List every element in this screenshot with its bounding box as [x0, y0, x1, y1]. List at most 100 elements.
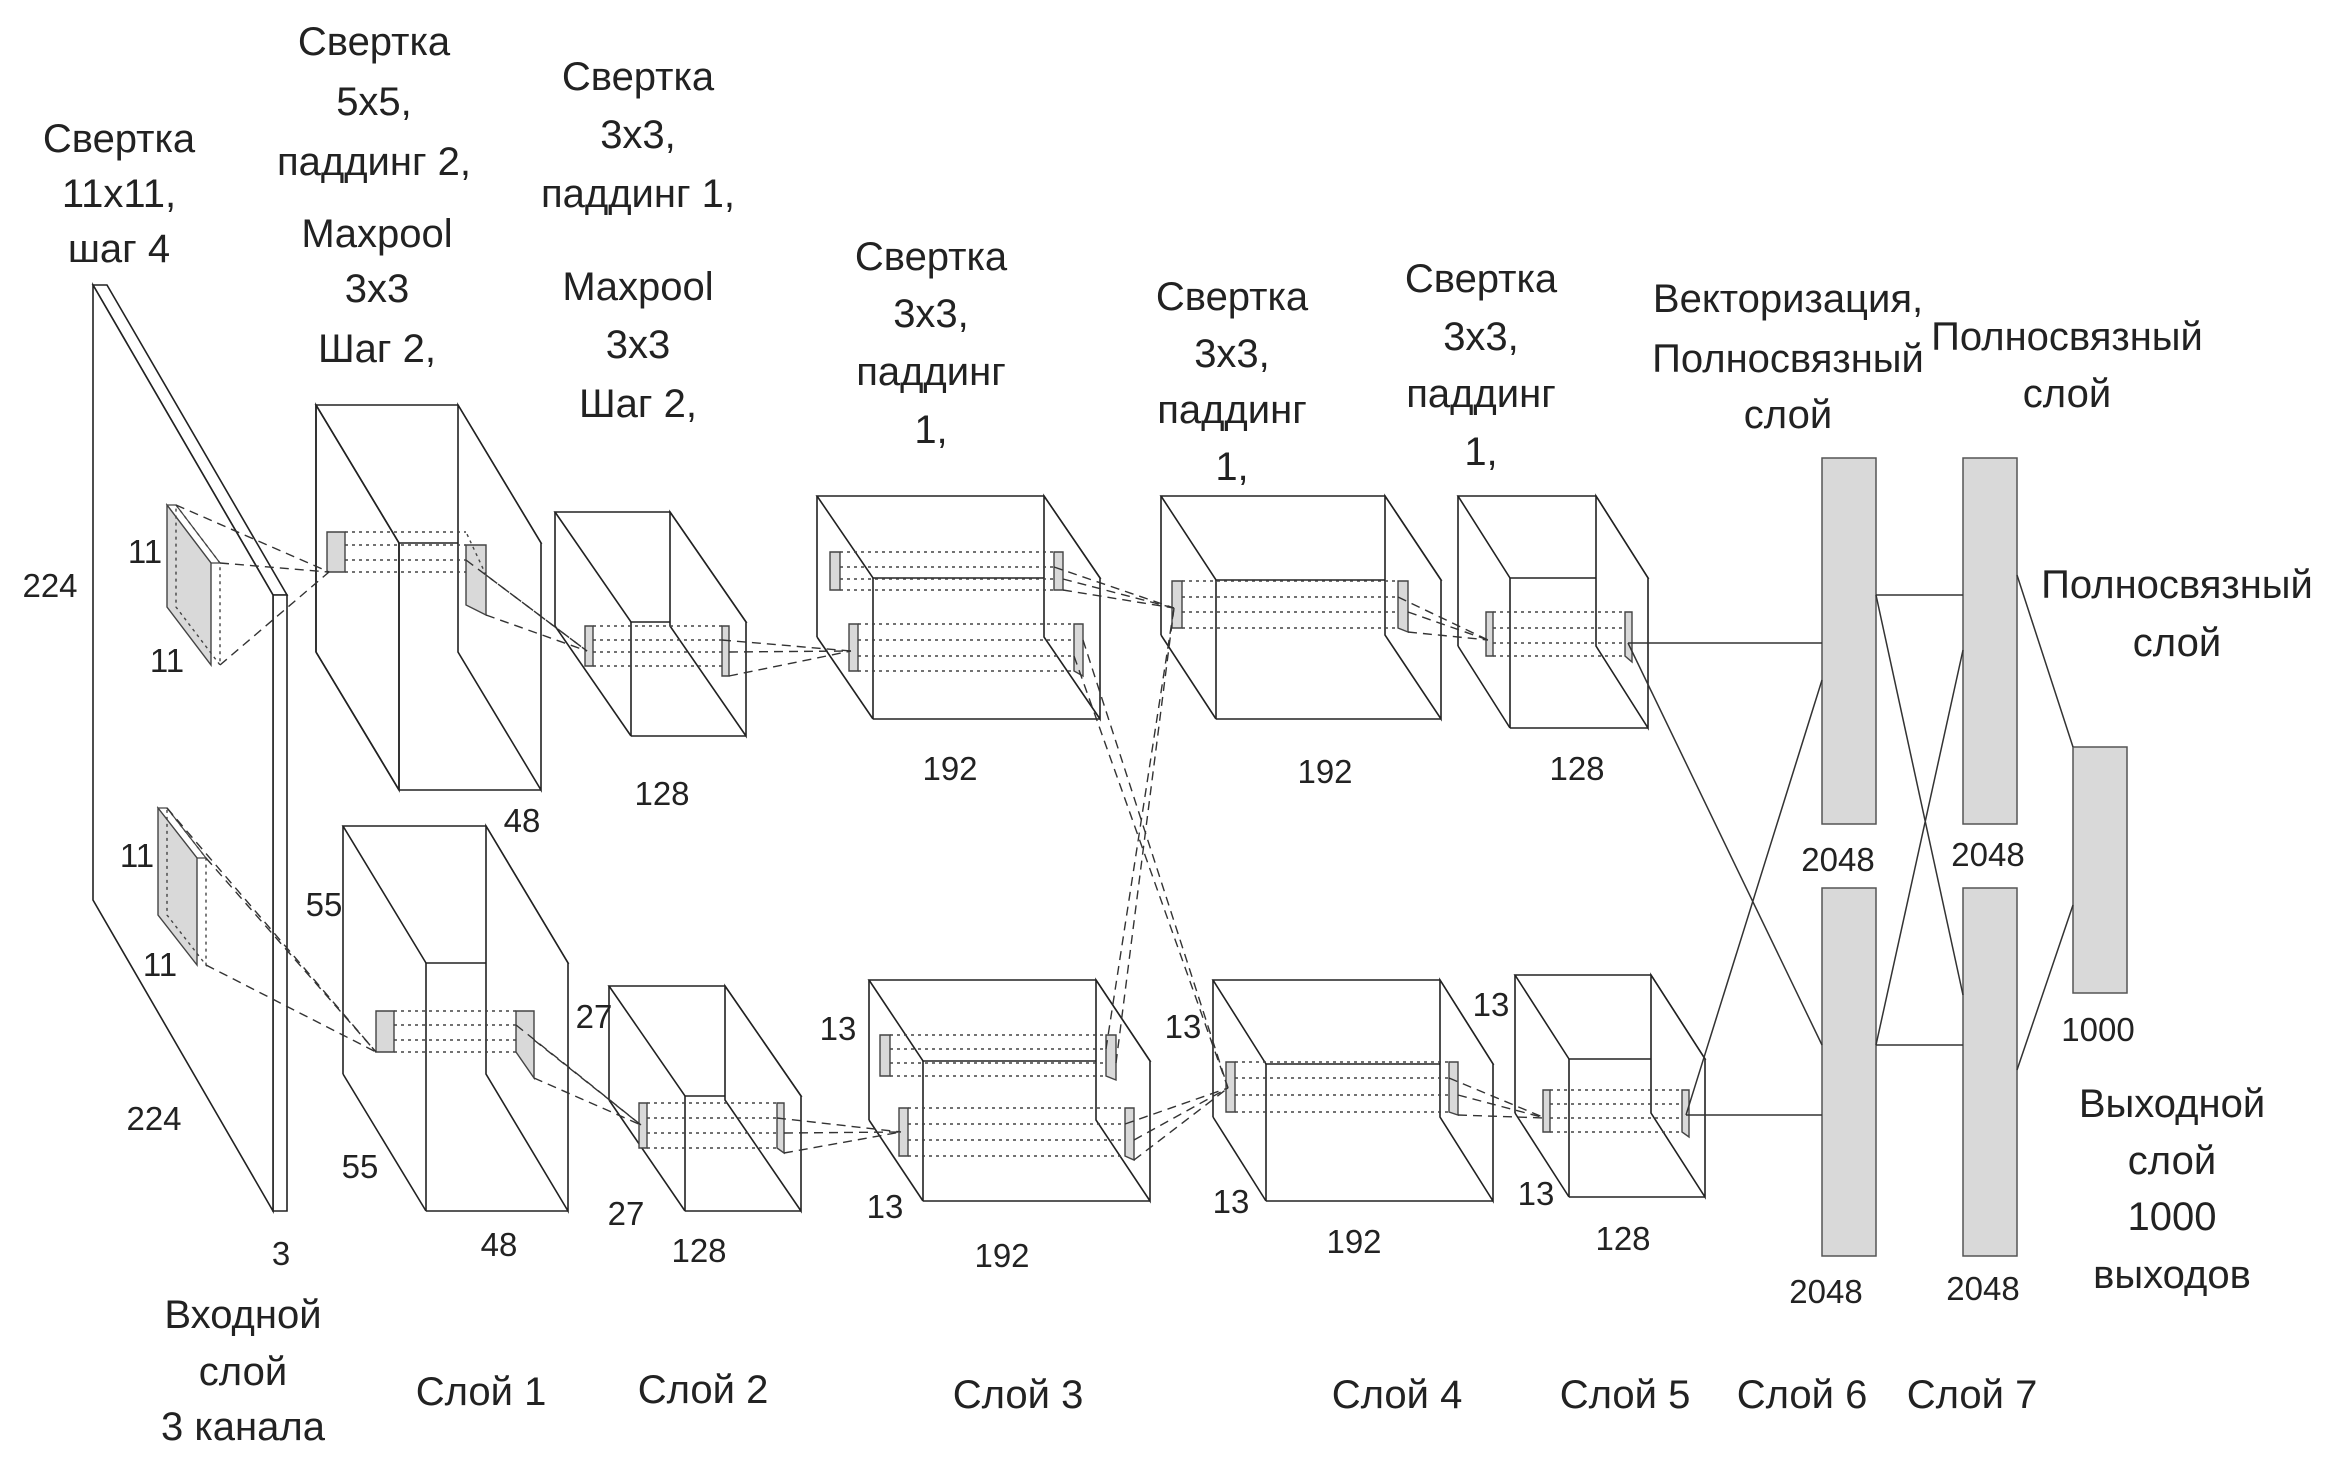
svg-text:55: 55: [342, 1148, 379, 1185]
svg-text:шаг 4: шаг 4: [68, 227, 170, 271]
svg-text:192: 192: [1297, 753, 1352, 790]
svg-text:1,: 1,: [914, 408, 947, 452]
svg-text:3x3: 3x3: [345, 267, 410, 311]
svg-text:48: 48: [481, 1226, 518, 1263]
svg-text:13: 13: [820, 1010, 857, 1047]
svg-text:5x5,: 5x5,: [336, 80, 412, 124]
input-front-face: [92, 282, 274, 1214]
svg-text:Полносвязный: Полносвязный: [2041, 563, 2313, 607]
svg-text:Свертка: Свертка: [298, 20, 451, 64]
svg-text:11: 11: [128, 533, 162, 570]
svg-text:паддинг: паддинг: [1406, 372, 1556, 416]
svg-text:1000: 1000: [2128, 1195, 2217, 1239]
layer-labels: Слой 1 Слой 2 Слой 3 Слой 4 Слой 5 Слой …: [416, 1368, 2038, 1417]
caption-flatten-fc: Векторизация, Полносвязный слой: [1652, 277, 1924, 437]
svg-text:3x3,: 3x3,: [1194, 332, 1270, 376]
layer-label-1: Слой 1: [416, 1370, 547, 1414]
svg-text:3: 3: [272, 1235, 290, 1272]
layer5-bottom-kernel: [1542, 1089, 1690, 1139]
svg-text:128: 128: [1549, 750, 1604, 787]
svg-text:55: 55: [306, 886, 343, 923]
output-bar: [2072, 746, 2128, 994]
svg-text:Свертка: Свертка: [43, 117, 196, 161]
fc6-bottom-bar: [1821, 887, 1877, 1257]
layer-label-3: Слой 3: [953, 1373, 1084, 1417]
svg-text:Векторизация,: Векторизация,: [1653, 277, 1923, 321]
layer-label-2: Слой 2: [638, 1368, 769, 1412]
fc-connection-lines: [1627, 574, 2074, 1116]
kernel-projection-lines: [166, 504, 1546, 1161]
svg-text:Maxpool: Maxpool: [562, 265, 713, 309]
svg-text:11: 11: [120, 837, 154, 874]
layer4-bottom-block: [1211, 977, 1495, 1204]
svg-text:11: 11: [143, 946, 177, 983]
caption-output-layer: Выходной слой 1000 выходов: [2079, 1082, 2265, 1297]
svg-text:Полносвязный: Полносвязный: [1931, 315, 2203, 359]
caption-conv-11x11: Свертка 11x11, шаг 4: [43, 117, 196, 271]
caption-conv-3x3-a: Свертка 3x3, паддинг 1,: [541, 55, 735, 216]
svg-text:Шаг 2,: Шаг 2,: [318, 327, 436, 371]
caption-conv-3x3-b: Свертка 3x3, паддинг 1,: [855, 235, 1008, 452]
svg-text:2048: 2048: [1946, 1270, 2019, 1307]
svg-text:13: 13: [1518, 1175, 1555, 1212]
layer2-top-block: [553, 509, 748, 739]
svg-text:11x11,: 11x11,: [62, 172, 176, 216]
caption-input-layer: Входной слой 3 канала: [161, 1293, 326, 1449]
svg-text:выходов: выходов: [2093, 1253, 2251, 1297]
layer5-top-kernel: [1485, 611, 1633, 664]
svg-text:27: 27: [576, 998, 613, 1035]
svg-text:Maxpool: Maxpool: [301, 212, 452, 256]
layer3-bottom-kernel-1: [879, 1034, 1117, 1082]
fc7-bottom-bar: [1962, 887, 2018, 1257]
svg-text:слой: слой: [2128, 1139, 2216, 1183]
layer3-top-kernel-1: [829, 551, 1064, 591]
svg-text:Свертка: Свертка: [855, 235, 1008, 279]
layer5-top-block: [1456, 493, 1650, 731]
svg-text:3x3,: 3x3,: [1443, 315, 1519, 359]
svg-text:паддинг 2,: паддинг 2,: [277, 140, 471, 184]
svg-text:224: 224: [22, 567, 77, 604]
svg-text:2048: 2048: [1951, 836, 2024, 873]
svg-text:слой: слой: [2133, 621, 2221, 665]
caption-conv-5x5: Свертка 5x5, паддинг 2,: [277, 20, 471, 184]
svg-text:128: 128: [1595, 1220, 1650, 1257]
svg-text:паддинг: паддинг: [856, 350, 1006, 394]
svg-text:1000: 1000: [2061, 1011, 2134, 1048]
svg-text:Свертка: Свертка: [562, 55, 715, 99]
svg-text:128: 128: [634, 775, 689, 812]
svg-text:192: 192: [1326, 1223, 1381, 1260]
layer4-bottom-kernel: [1225, 1061, 1459, 1116]
layer3-top-block: [815, 493, 1102, 722]
svg-text:13: 13: [1165, 1008, 1202, 1045]
svg-text:слой: слой: [1744, 393, 1832, 437]
fc6-top-bar: [1821, 457, 1877, 825]
svg-text:192: 192: [974, 1237, 1029, 1274]
svg-text:паддинг 1,: паддинг 1,: [541, 172, 735, 216]
svg-text:3x3: 3x3: [606, 323, 671, 367]
layer-label-7: Слой 7: [1907, 1373, 2038, 1417]
svg-text:48: 48: [504, 802, 541, 839]
caption-conv-3x3-c: Свертка 3x3, паддинг 1,: [1156, 275, 1309, 489]
layer1-top-block: [314, 402, 543, 793]
caption-fc-2: Полносвязный слой: [1931, 315, 2203, 416]
layer-label-5: Слой 5: [1560, 1373, 1691, 1417]
layer1-top-kernel: [326, 531, 487, 617]
layer-label-6: Слой 6: [1737, 1373, 1868, 1417]
svg-text:слой: слой: [2023, 372, 2111, 416]
svg-text:Выходной: Выходной: [2079, 1082, 2265, 1126]
layer4-top-block: [1159, 493, 1443, 722]
svg-text:Входной: Входной: [164, 1293, 321, 1337]
caption-maxpool-1: Maxpool 3x3 Шаг 2,: [301, 212, 452, 371]
layer2-top-kernel: [584, 625, 730, 677]
input-side-face: [272, 594, 288, 1212]
fc-bars: [1821, 457, 2128, 1257]
svg-text:13: 13: [867, 1188, 904, 1225]
svg-text:слой: слой: [199, 1350, 287, 1394]
svg-text:11: 11: [150, 642, 184, 679]
svg-text:2048: 2048: [1789, 1273, 1862, 1310]
input-layer: [91, 282, 289, 1214]
layer3-bottom-kernel-2: [898, 1107, 1135, 1162]
svg-text:1,: 1,: [1464, 430, 1497, 474]
svg-text:224: 224: [126, 1100, 181, 1137]
